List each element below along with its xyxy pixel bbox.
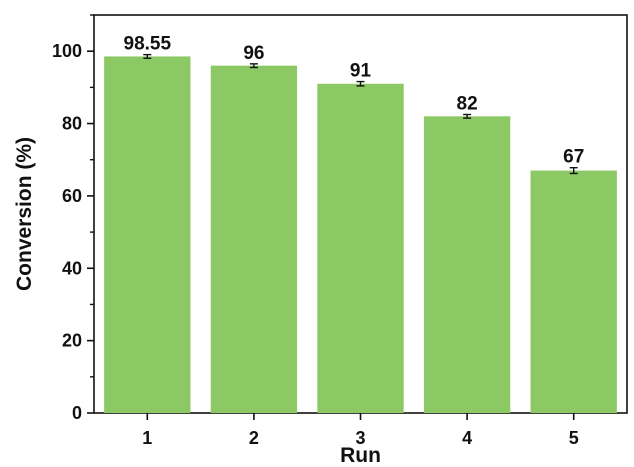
data-labels: 98.55 96 91 82 67 xyxy=(124,34,585,168)
x-tick-label-1: 1 xyxy=(142,428,152,448)
x-axis: 1 2 3 4 5 xyxy=(142,413,579,448)
bar-run-1 xyxy=(104,56,191,413)
y-tick-label-0: 0 xyxy=(72,403,82,423)
x-tick-label-2: 2 xyxy=(249,428,259,448)
error-bar-run-4 xyxy=(463,113,472,119)
bars xyxy=(104,56,617,414)
x-tick-label-3: 3 xyxy=(355,428,365,448)
data-label-run-1: 98.55 xyxy=(124,34,172,55)
data-label-run-4: 82 xyxy=(457,94,478,115)
data-label-run-5: 67 xyxy=(563,147,584,168)
error-bar-run-1 xyxy=(143,53,152,59)
y-tick-label-60: 60 xyxy=(62,186,82,206)
y-tick-label-100: 100 xyxy=(52,41,82,61)
x-tick-label-5: 5 xyxy=(569,428,579,448)
y-tick-label-40: 40 xyxy=(62,258,82,278)
x-axis-title: Run xyxy=(340,444,381,467)
y-axis: 0 20 40 60 80 100 xyxy=(52,14,94,423)
bar-run-4 xyxy=(423,116,511,414)
bar-run-2 xyxy=(210,65,298,414)
error-bar-run-2 xyxy=(249,63,258,69)
x-tick-label-4: 4 xyxy=(462,428,472,448)
y-axis-title: Conversion (%) xyxy=(13,137,36,291)
data-label-run-2: 96 xyxy=(243,43,264,64)
y-tick-label-80: 80 xyxy=(62,114,82,134)
error-bar-run-5 xyxy=(569,166,578,175)
bar-run-3 xyxy=(317,83,404,413)
data-label-run-3: 91 xyxy=(350,61,372,82)
y-tick-label-20: 20 xyxy=(62,331,82,351)
error-bars xyxy=(143,53,578,175)
bar-run-5 xyxy=(530,170,617,413)
error-bar-run-3 xyxy=(356,80,365,87)
